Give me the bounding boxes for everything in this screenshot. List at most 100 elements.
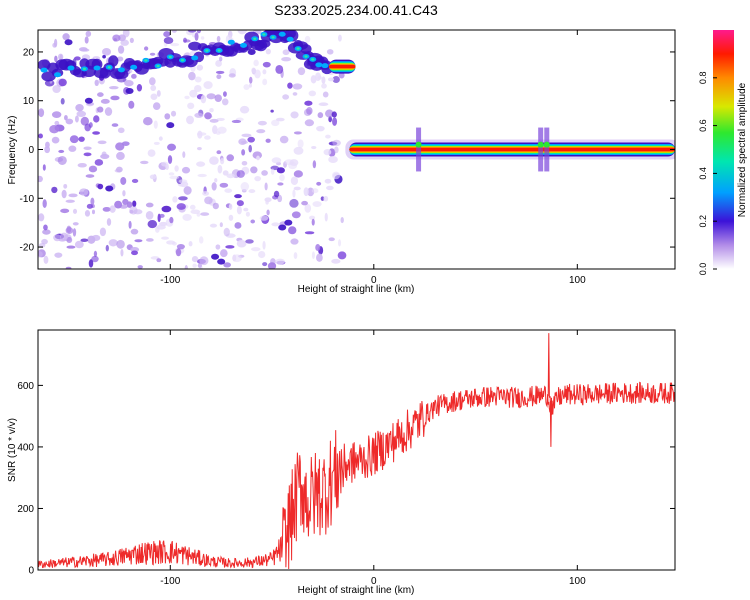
heatmap-noise-blob	[297, 139, 304, 149]
heatmap-noise-blob	[171, 30, 177, 33]
heatmap-noise-blob	[178, 179, 188, 184]
heatmap-noise-blob	[172, 196, 178, 203]
heatmap-noise-blob	[128, 220, 132, 229]
heatmap-noise-blob	[325, 109, 334, 118]
heatmap-noise-blob	[65, 266, 72, 269]
heatmap-noise-blob	[101, 151, 107, 157]
heatmap-noise-blob	[163, 37, 174, 44]
heatmap-noise-blob	[131, 73, 137, 79]
heatmap-noise-blob	[156, 90, 161, 97]
heatmap-noise-blob	[102, 206, 111, 212]
heatmap-noise-blob	[38, 133, 43, 139]
heatmap-noise-blob	[312, 201, 322, 207]
heatmap-noise-blob	[328, 155, 338, 163]
heatmap-noise-blob	[143, 116, 153, 126]
heatmap-noise-blob	[241, 161, 248, 166]
heatmap-noise-blob	[57, 53, 64, 61]
heatmap-noise-blob	[327, 77, 335, 82]
colorbar-tick-label: 0.4	[698, 167, 708, 180]
snr-xtick-label: -100	[160, 576, 180, 587]
heatmap-noise-blob	[38, 243, 46, 248]
heatmap-noise-blob	[93, 115, 100, 123]
heatmap-noise-blob	[321, 76, 326, 85]
heatmap-noise-blob	[120, 177, 127, 185]
heatmap-noise-blob	[322, 91, 329, 98]
trace-outer	[108, 55, 119, 67]
heatmap-noise-blob	[311, 145, 317, 150]
heatmap-noise-blob	[304, 100, 313, 106]
heatmap-noise-blob	[217, 164, 223, 174]
heatmap-noise-blob	[250, 166, 258, 174]
heatmap-noise-blob	[149, 77, 156, 86]
heatmap-noise-blob	[120, 248, 124, 257]
heatmap-noise-blob	[97, 106, 104, 113]
heatmap-noise-blob	[290, 176, 299, 185]
heatmap-noise-blob	[241, 149, 246, 156]
heatmap-noise-blob	[243, 84, 250, 91]
heatmap-noise-blob	[38, 213, 45, 222]
heatmap-noise-blob	[259, 215, 269, 221]
heatmap-noise-blob	[228, 73, 236, 78]
heatmap-noise-blob	[83, 146, 92, 150]
heatmap-noise-blob	[200, 94, 207, 104]
heatmap-noise-blob	[196, 64, 204, 71]
snr-ytick-label: 0	[28, 566, 34, 577]
heatmap-noise-blob	[111, 123, 119, 127]
heatmap-noise-blob	[262, 78, 268, 86]
heatmap-noise-blob	[94, 159, 104, 166]
heatmap-noise-blob	[240, 182, 250, 192]
heatmap-noise-blob	[85, 174, 95, 178]
heatmap-strong-blob	[64, 39, 73, 46]
trace-peak	[180, 59, 185, 62]
heatmap-noise-blob	[59, 232, 69, 241]
heatmap-noise-blob	[279, 174, 285, 182]
heatmap-noise-blob	[117, 45, 125, 54]
heatmap-noise-blob	[114, 169, 122, 173]
heatmap-noise-blob	[200, 212, 210, 216]
heatmap-noise-blob	[318, 102, 329, 107]
heatmap-noise-blob	[74, 115, 79, 123]
heatmap-noise-blob	[254, 175, 262, 182]
heatmap-noise-blob	[100, 98, 110, 104]
heatmap-noise-blob	[68, 145, 77, 152]
heatmap-noise-blob	[228, 214, 234, 221]
heatmap-noise-blob	[61, 189, 67, 199]
heatmap-noise-blob	[301, 200, 308, 206]
heatmap-noise-blob	[60, 208, 70, 214]
heatmap-noise-blob	[194, 112, 204, 118]
heatmap-noise-blob	[204, 112, 212, 120]
heatmap-noise-blob	[130, 246, 140, 253]
heatmap-noise-blob	[275, 117, 285, 122]
heatmap-noise-blob	[91, 209, 96, 215]
heatmap-noise-blob	[178, 196, 188, 201]
trace-core	[40, 67, 48, 73]
heatmap-noise-blob	[106, 218, 112, 226]
heatmap-noise-blob	[147, 220, 158, 229]
heatmap-noise-blob	[293, 146, 304, 155]
heatmap-noise-blob	[199, 256, 209, 266]
heatmap-noise-blob	[83, 152, 92, 157]
heatmap-noise-blob	[249, 76, 253, 84]
heatmap-noise-blob	[323, 195, 329, 202]
heatmap-noise-blob	[144, 46, 149, 51]
heatmap-noise-blob	[124, 80, 134, 87]
heatmap-noise-blob	[51, 111, 62, 119]
heatmap-noise-blob	[331, 111, 337, 118]
heatmap-noise-blob	[236, 240, 247, 248]
heatmap-noise-blob	[217, 126, 227, 134]
heatmap-noise-blob	[91, 234, 101, 242]
heatmap-noise-blob	[158, 136, 163, 141]
heatmap-noise-blob	[72, 222, 79, 226]
trace-peak	[107, 66, 111, 69]
heatmap-noise-blob	[156, 258, 162, 263]
heatmap-noise-blob	[200, 36, 205, 40]
snr-xlabel: Height of straight line (km)	[298, 585, 415, 596]
heatmap-noise-blob	[223, 91, 227, 97]
heatmap-noise-blob	[243, 207, 249, 212]
heatmap-noise-blob	[42, 199, 47, 208]
trace-core	[67, 65, 75, 71]
colorbar-label: Normalized spectral amplitude	[737, 82, 748, 217]
heatmap-strong-blob	[105, 185, 114, 192]
heatmap-noise-blob	[312, 160, 317, 169]
heatmap-noise-blob	[262, 240, 266, 250]
